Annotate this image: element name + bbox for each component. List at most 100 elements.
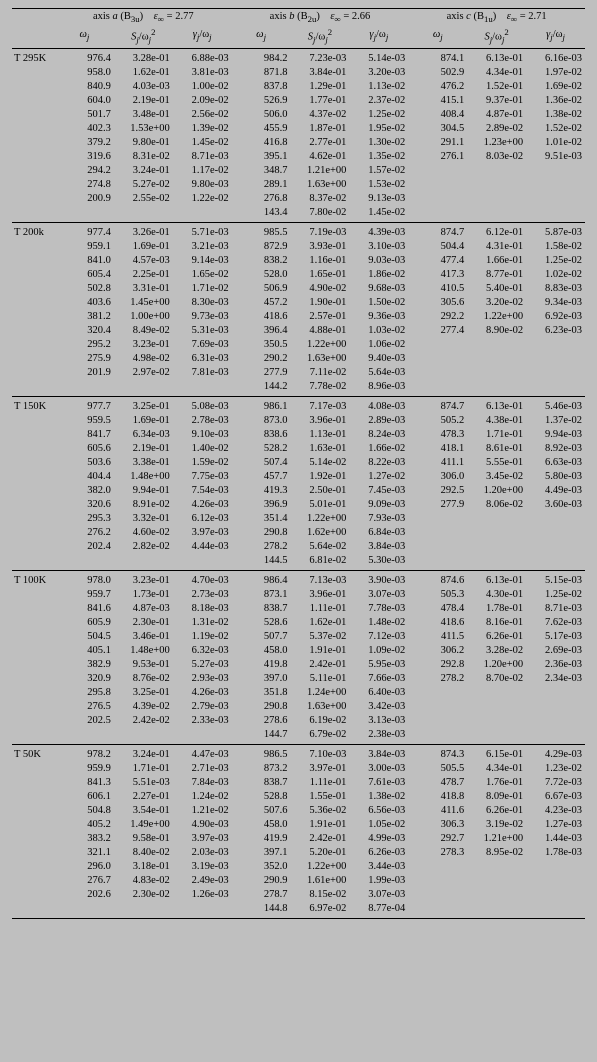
data-cell: 1.76e-01 — [467, 776, 526, 790]
data-cell: 7.78e-03 — [349, 602, 408, 616]
data-cell: 418.6 — [232, 310, 291, 324]
data-table: axis a (B3u) ε∞ = 2.77axis b (B2u) ε∞ = … — [12, 8, 585, 919]
data-cell: 874.6 — [408, 571, 467, 588]
data-cell: 295.3 — [55, 512, 114, 526]
data-cell: 506.0 — [232, 108, 291, 122]
data-cell: 506.9 — [232, 282, 291, 296]
data-cell — [526, 700, 585, 714]
data-cell: 1.13e-01 — [291, 428, 350, 442]
data-cell: 502.8 — [55, 282, 114, 296]
data-cell: 417.3 — [408, 268, 467, 282]
data-cell: 3.07e-03 — [349, 888, 408, 902]
data-cell: 306.0 — [408, 470, 467, 484]
data-cell: 1.11e-01 — [291, 776, 350, 790]
section-label — [12, 122, 55, 136]
data-cell — [408, 380, 467, 397]
data-row: 841.35.51e-037.84e-03838.71.11e-017.61e-… — [12, 776, 585, 790]
data-cell: 505.2 — [408, 414, 467, 428]
data-cell: 1.06e-02 — [349, 338, 408, 352]
section-label — [12, 804, 55, 818]
data-row: 143.47.80e-021.45e-02 — [12, 206, 585, 223]
data-cell: 7.12e-03 — [349, 630, 408, 644]
data-cell: 978.0 — [55, 571, 114, 588]
data-cell: 381.2 — [55, 310, 114, 324]
data-cell: 419.8 — [232, 658, 291, 672]
data-cell: 838.7 — [232, 776, 291, 790]
data-cell: 507.6 — [232, 804, 291, 818]
data-cell — [408, 700, 467, 714]
data-cell: 1.78e-03 — [526, 846, 585, 860]
data-cell: 1.24e-02 — [173, 790, 232, 804]
data-cell: 5.64e-02 — [291, 540, 350, 554]
data-cell: 4.70e-03 — [173, 571, 232, 588]
data-cell — [467, 686, 526, 700]
col-omega: ωj — [232, 25, 291, 49]
data-cell: 7.81e-03 — [173, 366, 232, 380]
section-label: T 295K — [12, 49, 55, 66]
data-cell: 290.8 — [232, 526, 291, 540]
data-cell: 4.30e-01 — [467, 588, 526, 602]
data-cell: 1.66e-02 — [349, 442, 408, 456]
data-cell: 1.40e-02 — [173, 442, 232, 456]
data-cell: 6.19e-02 — [291, 714, 350, 728]
data-cell: 3.20e-02 — [467, 296, 526, 310]
data-cell: 5.55e-01 — [467, 456, 526, 470]
data-cell: 9.10e-03 — [173, 428, 232, 442]
data-cell: 9.73e-03 — [173, 310, 232, 324]
data-cell: 873.1 — [232, 588, 291, 602]
data-cell: 396.4 — [232, 324, 291, 338]
data-cell: 1.97e-02 — [526, 66, 585, 80]
data-cell — [526, 338, 585, 352]
data-cell: 5.40e-01 — [467, 282, 526, 296]
data-cell: 200.9 — [55, 192, 114, 206]
data-cell: 9.09e-03 — [349, 498, 408, 512]
section-label — [12, 352, 55, 366]
data-cell: 1.30e-02 — [349, 136, 408, 150]
data-cell: 4.08e-03 — [349, 397, 408, 414]
data-cell: 1.66e-01 — [467, 254, 526, 268]
data-cell: 2.97e-02 — [114, 366, 173, 380]
data-cell: 8.96e-03 — [349, 380, 408, 397]
data-row: 295.23.23e-017.69e-03350.51.22e+001.06e-… — [12, 338, 585, 352]
section-label — [12, 94, 55, 108]
data-cell: 4.98e-02 — [114, 352, 173, 366]
data-cell — [408, 338, 467, 352]
data-cell: 2.19e-01 — [114, 442, 173, 456]
data-cell: 1.38e-02 — [349, 790, 408, 804]
data-cell: 2.55e-02 — [114, 192, 173, 206]
col-S: Sj/ωj2 — [114, 25, 173, 49]
data-cell: 4.88e-01 — [291, 324, 350, 338]
data-cell — [526, 352, 585, 366]
data-cell: 4.26e-03 — [173, 498, 232, 512]
data-cell: 202.6 — [55, 888, 114, 902]
data-cell — [408, 512, 467, 526]
data-cell: 3.25e-01 — [114, 686, 173, 700]
data-row: 841.76.34e-039.10e-03838.61.13e-018.24e-… — [12, 428, 585, 442]
data-cell: 2.82e-02 — [114, 540, 173, 554]
data-cell: 1.91e-01 — [291, 644, 350, 658]
data-cell: 478.7 — [408, 776, 467, 790]
data-row: 840.94.03e-031.00e-02837.81.29e-011.13e-… — [12, 80, 585, 94]
data-cell: 959.9 — [55, 762, 114, 776]
data-cell: 7.66e-03 — [349, 672, 408, 686]
data-cell: 605.4 — [55, 268, 114, 282]
data-cell — [526, 902, 585, 919]
data-cell: 3.97e-03 — [173, 526, 232, 540]
data-row: T 200k977.43.26e-015.71e-03985.57.19e-03… — [12, 223, 585, 240]
data-cell: 8.77e-01 — [467, 268, 526, 282]
data-cell: 841.0 — [55, 254, 114, 268]
section-label — [12, 484, 55, 498]
data-cell: 6.63e-03 — [526, 456, 585, 470]
col-S: Sj/ωj2 — [467, 25, 526, 49]
data-cell: 2.34e-03 — [526, 672, 585, 686]
data-cell: 8.22e-03 — [349, 456, 408, 470]
section-label — [12, 602, 55, 616]
data-cell — [467, 164, 526, 178]
data-cell — [114, 206, 173, 223]
data-cell: 2.77e-01 — [291, 136, 350, 150]
data-cell — [467, 206, 526, 223]
data-row: 295.83.25e-014.26e-03351.81.24e+006.40e-… — [12, 686, 585, 700]
data-cell: 7.19e-03 — [291, 223, 350, 240]
data-cell: 5.01e-01 — [291, 498, 350, 512]
data-cell: 986.1 — [232, 397, 291, 414]
